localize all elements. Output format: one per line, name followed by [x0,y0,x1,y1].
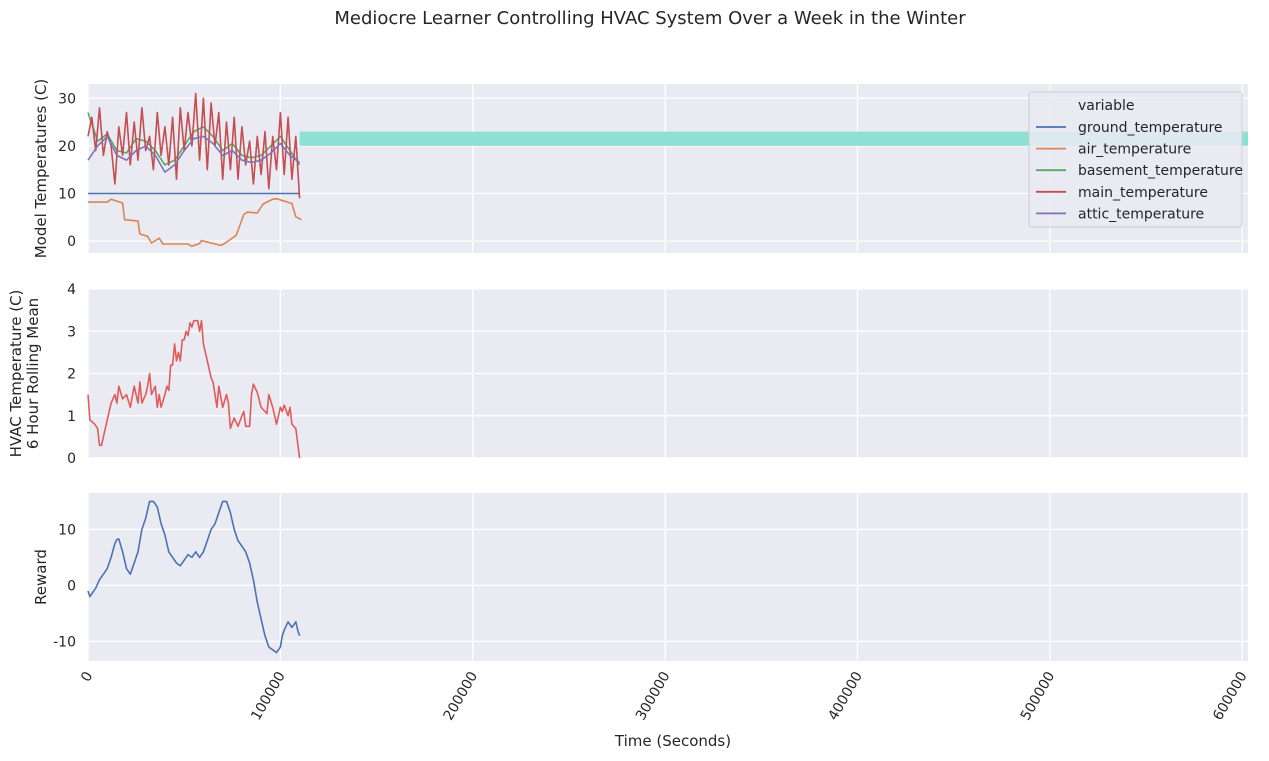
x-axis-label: Time (Seconds) [614,732,731,750]
x-tick-label: 400000 [825,669,866,723]
y-tick-label: 3 [67,324,76,340]
x-tick-label: 300000 [633,669,674,723]
y-tick-label: 0 [67,451,76,467]
y-tick-label: 1 [67,409,76,425]
figure-title: Mediocre Learner Controlling HVAC System… [334,8,966,29]
x-tick-label: 100000 [248,669,289,723]
y-tick-label: 20 [58,139,76,155]
legend-title: variable [1078,98,1134,114]
legend-entry: basement_temperature [1078,163,1243,179]
y-axis-label: Model Temperatures (C) [32,79,50,259]
panel-1: 0 10 20 30 Model Temperatures (C) variable gro… [32,79,1248,259]
y-tick-label: 10 [58,522,76,538]
legend-entry: main_temperature [1078,185,1208,201]
y-tick-label: 10 [58,186,76,202]
x-tick-label: 200000 [441,669,482,723]
comfort-band [299,131,1248,146]
legend-entry: attic_temperature [1078,206,1204,222]
x-tick-label: 600000 [1210,669,1251,723]
y-axis-label: HVAC Temperature (C)6 Hour Rolling Mean [7,290,42,458]
series-line [87,500,301,654]
legend: variable ground_temperature air_temperatur… [1028,91,1243,228]
panel-3: -10 0 10 Reward 0 100000 200000 300000 400000 500… [32,493,1251,750]
y-axis-label: Reward [32,549,50,605]
y-tick-label: 4 [67,282,76,298]
legend-box [1028,91,1243,228]
panel-2: 0 1 2 3 4 HVAC Temperature (C)6 Hour Rolling … [7,282,1248,467]
y-tick-label: 2 [67,367,76,383]
y-tick-label: 30 [58,91,76,107]
legend-entry: ground_temperature [1078,120,1223,136]
series-line [87,319,301,459]
plot-background [88,493,1248,661]
attic-temperature-line [87,135,301,173]
main-temperature-line [87,92,301,199]
y-tick-label: -10 [53,634,76,650]
y-tick-label: 0 [67,234,76,250]
x-tick-label: 0 [78,669,96,685]
x-tick-label: 500000 [1018,669,1059,723]
legend-entry: air_temperature [1078,142,1191,158]
air-temperature-line [88,197,302,248]
y-tick-label: 0 [67,578,76,594]
